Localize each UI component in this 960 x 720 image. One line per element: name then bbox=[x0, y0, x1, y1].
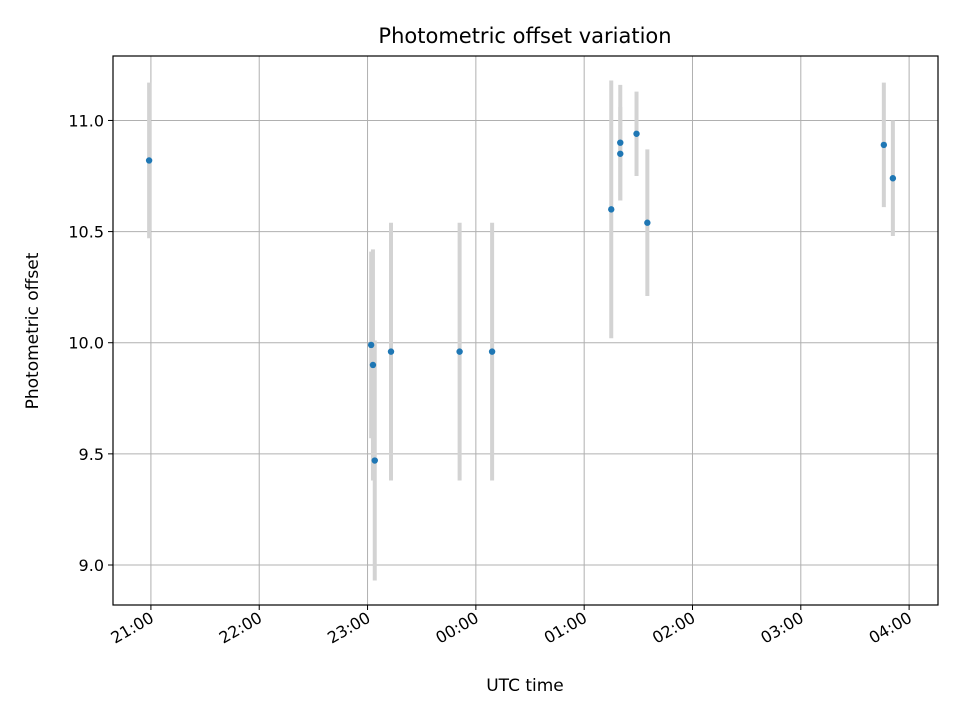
y-tick-label: 9.0 bbox=[79, 556, 104, 575]
data-point bbox=[456, 348, 463, 355]
data-point bbox=[367, 341, 375, 349]
data-point bbox=[617, 139, 624, 146]
y-tick-label: 10.5 bbox=[68, 223, 104, 242]
x-axis-title: UTC time bbox=[486, 676, 564, 696]
data-point bbox=[387, 348, 395, 355]
data-point bbox=[608, 206, 615, 213]
grid bbox=[113, 56, 938, 605]
chart-title: Photometric offset variation bbox=[378, 24, 671, 48]
plot-frame bbox=[112, 55, 939, 606]
data-point bbox=[488, 348, 496, 355]
y-axis-title: Photometric offset bbox=[23, 252, 43, 409]
data-point bbox=[369, 361, 377, 369]
data-point bbox=[644, 219, 651, 226]
data-points bbox=[145, 130, 897, 464]
data-point bbox=[371, 457, 378, 464]
data-point bbox=[633, 130, 640, 137]
y-tick-label: 10.0 bbox=[68, 334, 104, 353]
y-tick-label: 11.0 bbox=[68, 111, 104, 130]
y-axis-ticks: 9.0 9.5 10.0 10.5 11.0 bbox=[68, 111, 113, 575]
data-point bbox=[617, 150, 624, 157]
y-tick-label: 9.5 bbox=[79, 445, 104, 464]
data-point bbox=[889, 175, 897, 182]
data-point bbox=[880, 141, 888, 149]
data-point bbox=[145, 157, 153, 164]
